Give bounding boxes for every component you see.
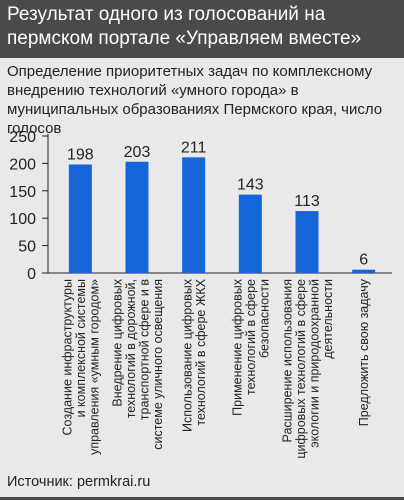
x-category-label-line: и комплексной системы bbox=[74, 279, 88, 417]
bar-value-label: 113 bbox=[294, 193, 320, 210]
y-tick-label: 0 bbox=[27, 266, 36, 283]
x-category-label-line: экологии и природоохранной bbox=[307, 279, 321, 448]
bar-value-label: 203 bbox=[124, 144, 151, 161]
bar bbox=[125, 161, 149, 273]
bar-value-label: 143 bbox=[237, 177, 264, 194]
bar bbox=[68, 164, 92, 273]
y-tick-label: 50 bbox=[18, 239, 36, 256]
y-tick-label: 150 bbox=[9, 184, 36, 201]
x-category-label: Внедрение цифровых технологий в дорожной,… bbox=[110, 278, 165, 450]
x-category-label-line: транспортной сфере и в bbox=[137, 279, 151, 421]
x-category-label-line: цифровых технологий в сфере bbox=[294, 279, 308, 459]
x-category-label-line: Внедрение цифровых bbox=[110, 278, 124, 406]
y-tick-label: 100 bbox=[9, 211, 36, 228]
x-category-label: Расширение использования цифровых техноло… bbox=[280, 279, 335, 459]
x-category-label-line: Использование цифровых bbox=[180, 278, 194, 432]
x-category-label: Создание инфраструктуры и комплексной сис… bbox=[60, 279, 101, 455]
x-category-label-line: технологий в дорожной, bbox=[124, 279, 138, 418]
x-category-label-line: технологий в сфере ЖКХ bbox=[194, 278, 208, 425]
x-category-label-line: системе уличного освещения bbox=[151, 279, 165, 450]
source-note: Источник: permkrai.ru bbox=[7, 474, 151, 490]
x-category-label-line: Создание инфраструктуры bbox=[60, 279, 74, 435]
bottom-rule bbox=[0, 497, 404, 500]
chart-subtitle: Определение приоритетных задач по компле… bbox=[7, 63, 383, 137]
bar bbox=[238, 194, 262, 273]
x-category-label-line: Предложить свою задачу bbox=[357, 278, 371, 426]
bar bbox=[352, 269, 376, 273]
x-category-label: Использование цифровых технологий в сфере… bbox=[180, 278, 208, 432]
bar-value-label: 211 bbox=[181, 139, 207, 156]
x-category-label-line: Расширение использования bbox=[280, 279, 294, 442]
header-bar: Результат одного из голосований на пермс… bbox=[0, 0, 404, 58]
x-category-label-line: деятельности bbox=[321, 279, 335, 359]
y-tick-label: 250 bbox=[9, 129, 36, 146]
bar bbox=[295, 211, 319, 273]
bar-value-label: 198 bbox=[67, 146, 94, 163]
x-category-label: Предложить свою задачу bbox=[357, 278, 371, 426]
x-category-label-line: Применение цифровых bbox=[230, 278, 244, 416]
bar-chart: 0 50 100 150 200 250 198 Создание инфраструктур… bbox=[9, 129, 392, 459]
bar bbox=[182, 157, 206, 273]
x-category-label-line: технологий в сфере bbox=[244, 279, 258, 395]
infographic-title: Результат одного из голосований на пермс… bbox=[7, 4, 362, 49]
y-tick-label: 200 bbox=[9, 156, 36, 173]
x-category-label: Применение цифровых технологий в сфере без… bbox=[230, 278, 271, 416]
x-category-label-line: безопасности bbox=[257, 279, 271, 358]
bar-value-label: 6 bbox=[359, 252, 368, 269]
x-category-label-line: управления «умным городом» bbox=[87, 279, 101, 455]
